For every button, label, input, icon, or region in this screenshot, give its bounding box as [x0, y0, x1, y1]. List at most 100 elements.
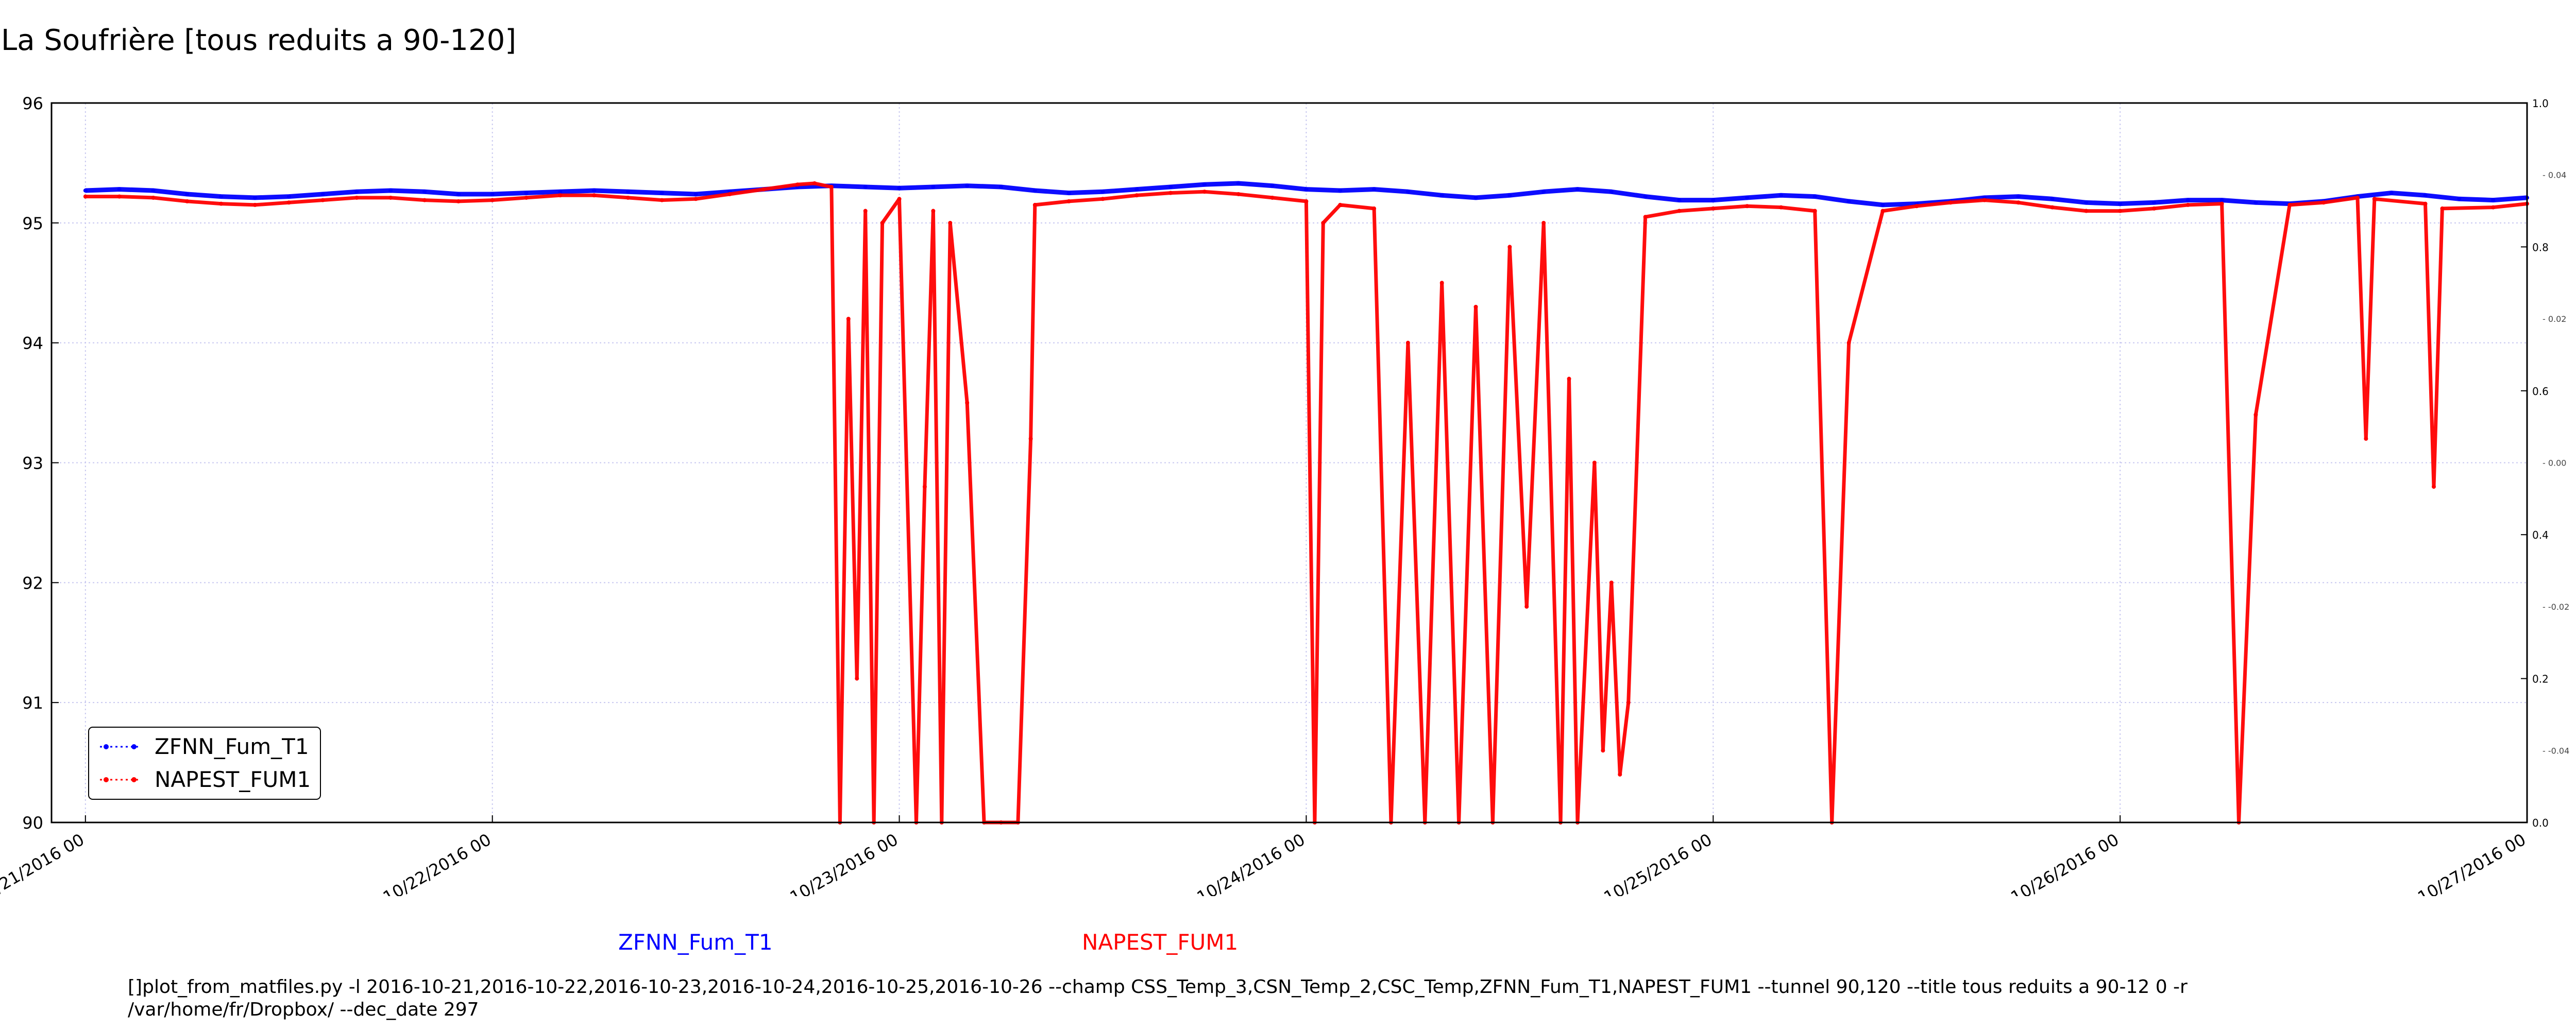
data-point-napest_fum1 [2185, 202, 2190, 207]
data-point-zfnn_fum_t1 [2016, 194, 2021, 199]
data-point-napest_fum1 [2287, 202, 2292, 207]
data-point-zfnn_fum_t1 [1778, 193, 1783, 198]
data-point-zfnn_fum_t1 [2423, 193, 2428, 198]
data-point-zfnn_fum_t1 [1609, 190, 1614, 194]
data-point-zfnn_fum_t1 [117, 187, 122, 192]
data-point-zfnn_fum_t1 [1066, 191, 1071, 195]
data-point-napest_fum1 [1032, 202, 1037, 207]
data-point-zfnn_fum_t1 [320, 192, 325, 196]
data-point-napest_fum1 [2491, 205, 2496, 210]
data-point-napest_fum1 [2355, 195, 2360, 200]
data-point-napest_fum1 [897, 197, 902, 201]
data-point-zfnn_fum_t1 [2389, 191, 2394, 195]
data-point-zfnn_fum_t1 [185, 192, 190, 196]
data-point-napest_fum1 [922, 485, 927, 489]
data-point-napest_fum1 [1745, 204, 1750, 209]
x-tick-label: 10/21/2016 00 [0, 830, 88, 896]
data-point-napest_fum1 [2253, 413, 2258, 417]
data-point-zfnn_fum_t1 [1134, 187, 1139, 192]
data-point-napest_fum1 [1880, 209, 1885, 213]
data-point-zfnn_fum_t1 [1643, 194, 1648, 199]
data-point-zfnn_fum_t1 [1405, 190, 1410, 194]
legend-marker [104, 777, 109, 782]
data-point-napest_fum1 [1338, 202, 1343, 207]
data-point-napest_fum1 [693, 197, 698, 201]
data-point-zfnn_fum_t1 [2118, 201, 2123, 206]
data-point-napest_fum1 [592, 193, 597, 198]
data-point-zfnn_fum_t1 [965, 183, 970, 188]
y3-tick-label: - 0.02 [2543, 314, 2566, 324]
data-point-zfnn_fum_t1 [1100, 190, 1105, 194]
data-point-napest_fum1 [2431, 485, 2436, 489]
data-point-zfnn_fum_t1 [83, 188, 88, 193]
data-point-napest_fum1 [2084, 209, 2089, 213]
data-point-napest_fum1 [456, 199, 461, 203]
data-point-napest_fum1 [2219, 201, 2224, 206]
data-point-zfnn_fum_t1 [286, 194, 291, 199]
data-point-zfnn_fum_t1 [999, 184, 1004, 189]
legend-marker [131, 744, 137, 749]
data-point-zfnn_fum_t1 [897, 186, 902, 191]
data-point-zfnn_fum_t1 [151, 188, 156, 193]
data-point-zfnn_fum_t1 [354, 190, 359, 194]
data-point-zfnn_fum_t1 [1846, 199, 1851, 203]
data-point-napest_fum1 [2050, 205, 2055, 210]
data-point-napest_fum1 [558, 193, 563, 198]
data-point-napest_fum1 [659, 198, 664, 202]
data-point-napest_fum1 [880, 220, 885, 225]
data-point-napest_fum1 [2440, 206, 2445, 211]
data-point-napest_fum1 [1028, 436, 1033, 441]
data-point-napest_fum1 [812, 181, 817, 185]
y-tick-label: 95 [22, 214, 43, 233]
data-point-zfnn_fum_t1 [219, 194, 224, 199]
y3-tick-label: - -0.02 [2543, 602, 2569, 612]
data-point-napest_fum1 [2151, 206, 2156, 211]
data-point-zfnn_fum_t1 [456, 192, 461, 196]
data-point-napest_fum1 [524, 195, 529, 200]
y2-tick-label: 1.0 [2532, 97, 2549, 110]
data-point-napest_fum1 [1066, 199, 1071, 203]
data-point-napest_fum1 [1626, 700, 1631, 705]
data-point-napest_fum1 [1405, 340, 1410, 345]
data-point-napest_fum1 [388, 195, 393, 200]
data-point-napest_fum1 [1982, 198, 1987, 202]
data-point-napest_fum1 [1778, 205, 1783, 210]
data-point-zfnn_fum_t1 [2050, 197, 2055, 201]
data-point-napest_fum1 [83, 194, 88, 199]
data-point-zfnn_fum_t1 [2185, 198, 2190, 202]
data-point-zfnn_fum_t1 [2491, 198, 2496, 202]
data-point-napest_fum1 [1100, 197, 1105, 201]
data-point-napest_fum1 [151, 195, 156, 200]
x-tick-label: 10/26/2016 00 [2007, 830, 2122, 896]
data-point-napest_fum1 [1609, 580, 1614, 585]
data-point-zfnn_fum_t1 [659, 191, 664, 195]
data-point-zfnn_fum_t1 [1304, 187, 1309, 192]
data-point-napest_fum1 [2423, 201, 2428, 206]
y-tick-label: 96 [22, 94, 43, 113]
data-point-napest_fum1 [948, 220, 953, 225]
x-tick-label: 10/22/2016 00 [380, 830, 495, 896]
x-tick-label: 10/25/2016 00 [1600, 830, 1715, 896]
data-point-napest_fum1 [2364, 436, 2368, 441]
data-point-napest_fum1 [185, 199, 190, 203]
data-point-zfnn_fum_t1 [1338, 188, 1343, 193]
y-tick-label: 92 [22, 573, 43, 593]
bottom-legend-napest: NAPEST_FUM1 [1082, 930, 1239, 955]
data-point-zfnn_fum_t1 [693, 192, 698, 196]
data-point-zfnn_fum_t1 [2084, 200, 2089, 205]
legend-label: ZFNN_Fum_T1 [155, 734, 309, 759]
data-point-napest_fum1 [1134, 193, 1139, 198]
data-point-napest_fum1 [320, 198, 325, 202]
y2-tick-label: 0.2 [2532, 673, 2549, 685]
data-point-napest_fum1 [1846, 340, 1851, 345]
data-point-zfnn_fum_t1 [1202, 182, 1207, 187]
y3-tick-label: - -0.04 [2543, 746, 2569, 756]
x-tick-label: 10/24/2016 00 [1194, 830, 1309, 896]
data-point-napest_fum1 [1601, 748, 1605, 753]
data-point-zfnn_fum_t1 [2253, 200, 2258, 205]
data-point-napest_fum1 [286, 200, 291, 205]
data-point-napest_fum1 [1372, 206, 1377, 211]
data-point-napest_fum1 [1321, 220, 1326, 225]
data-point-zfnn_fum_t1 [1507, 193, 1512, 198]
